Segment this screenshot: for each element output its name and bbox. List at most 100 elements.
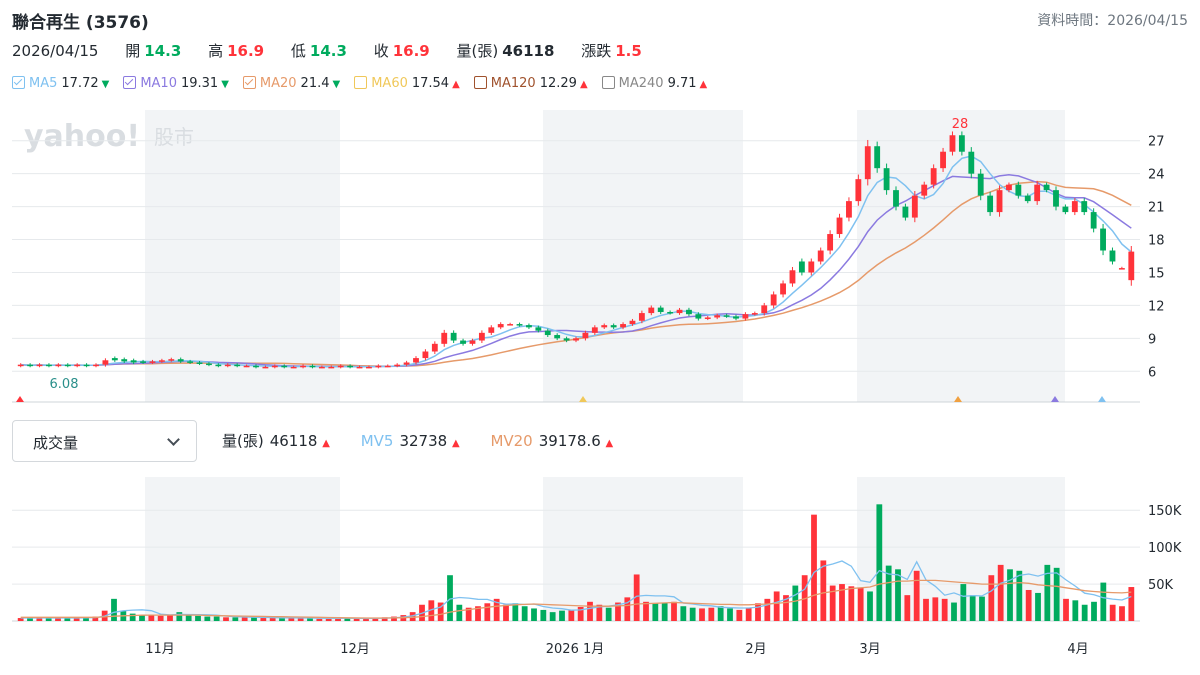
checkbox-empty-icon[interactable]	[354, 76, 368, 89]
candle	[977, 173, 984, 196]
month-tick-label: 12月	[340, 642, 370, 657]
candle	[958, 135, 965, 152]
candle	[987, 195, 994, 213]
ma-legend-ma10[interactable]: MA10 19.31 ▼	[123, 76, 229, 91]
candle	[591, 327, 598, 333]
stock-title: 聯合再生 (3576)	[12, 13, 149, 33]
volume-value: 46118	[502, 42, 555, 60]
ma-legend-ma20[interactable]: MA20 21.4 ▼	[242, 76, 340, 91]
candle	[394, 364, 401, 367]
candle	[93, 364, 99, 367]
volume-bar	[447, 575, 453, 621]
ma10-line	[20, 174, 1132, 368]
low-label: 低	[290, 42, 306, 60]
candle	[366, 366, 372, 369]
checkbox-checked-icon[interactable]	[242, 76, 256, 89]
checkbox-empty-icon[interactable]	[601, 76, 615, 89]
mv20-legend-value: 39178.6	[538, 432, 601, 450]
volume-bar	[643, 601, 649, 621]
header-row: 聯合再生 (3576) 資料時間：2026/04/15	[12, 6, 1188, 33]
volume-tick-label: 50K	[1148, 578, 1174, 593]
volume-bar	[251, 617, 257, 621]
candle	[158, 360, 165, 362]
candle	[17, 364, 24, 367]
candle	[554, 335, 561, 339]
candle	[535, 327, 542, 331]
candle	[271, 365, 278, 368]
quote-open: 開 14.3	[125, 40, 181, 61]
volume-bar	[979, 596, 985, 621]
candle	[243, 365, 250, 368]
volume-bar	[867, 591, 873, 621]
ma-legend-ma120[interactable]: MA120 12.29 ▲	[473, 76, 588, 91]
candle	[996, 190, 1003, 213]
quote-date: 2026/04/15	[12, 42, 99, 60]
volume-bar	[1109, 604, 1116, 621]
candle	[864, 146, 871, 180]
volume-bar	[1063, 598, 1069, 621]
volume-bar	[559, 610, 565, 621]
open-label: 開	[125, 42, 141, 60]
candle	[290, 366, 297, 369]
vol-legend-item: 量(張) 46118 ▲	[222, 430, 330, 451]
volume-bar	[269, 618, 276, 621]
volume-bar	[783, 595, 789, 621]
volume-bar	[1035, 592, 1041, 621]
arrow-up-icon: ▲	[322, 438, 330, 449]
quote-low: 低 14.3	[291, 40, 347, 61]
candle	[620, 324, 626, 328]
ma-legend-ma240[interactable]: MA240 9.71 ▲	[601, 76, 707, 91]
ma-name: MA120	[490, 76, 536, 91]
ma-value: 21.4	[300, 76, 330, 91]
volume-bar	[540, 609, 547, 621]
candle	[1024, 195, 1031, 202]
volume-bar	[895, 569, 901, 621]
candle	[704, 317, 711, 319]
event-marker	[579, 396, 587, 402]
close-value: 16.9	[392, 42, 430, 60]
candle	[422, 351, 429, 359]
candle	[27, 364, 34, 367]
candle	[1071, 201, 1078, 213]
candle	[817, 250, 824, 262]
candle	[1015, 184, 1022, 196]
ma-legend-ma5[interactable]: MA5 17.72 ▼	[12, 76, 109, 91]
candle	[1100, 228, 1106, 251]
candle	[676, 309, 683, 314]
volume-bar	[148, 615, 155, 621]
candle	[855, 179, 862, 202]
candle	[74, 364, 81, 367]
volume-bar	[876, 504, 883, 621]
volume-bar	[531, 608, 537, 621]
candle	[733, 316, 739, 319]
candle	[140, 361, 146, 363]
candle	[770, 294, 777, 306]
watermark-brand: yahoo!	[24, 119, 140, 154]
high-label: 高	[208, 42, 224, 60]
volume-bar	[17, 618, 24, 621]
volume-bar	[512, 603, 519, 621]
candle	[601, 325, 608, 328]
mv5-legend-value: 32738	[399, 432, 448, 450]
volume-bar	[484, 603, 491, 621]
candle	[667, 311, 674, 314]
volume-chart[interactable]: 50K 100K 150K 11月 12月 2026 1月 2月 3月 4月	[0, 475, 1200, 675]
ma-legend-ma60[interactable]: MA60 17.54 ▲	[354, 76, 460, 91]
checkbox-checked-icon[interactable]	[12, 76, 25, 89]
volume-bar	[680, 606, 687, 621]
arrow-up-icon: ▲	[451, 438, 460, 449]
indicator-select[interactable]: 成交量	[12, 420, 197, 462]
candle	[1006, 184, 1012, 191]
candle	[883, 168, 890, 191]
volume-bar	[45, 618, 52, 621]
volume-bar	[381, 617, 388, 621]
volume-bar	[997, 564, 1004, 621]
checkbox-empty-icon[interactable]	[473, 76, 487, 89]
volume-bar	[820, 560, 827, 621]
volume-bar	[615, 602, 621, 621]
volume-bar	[941, 598, 948, 621]
candle	[968, 151, 975, 174]
candle	[187, 361, 194, 363]
checkbox-checked-icon[interactable]	[123, 76, 137, 89]
candle	[629, 320, 636, 325]
